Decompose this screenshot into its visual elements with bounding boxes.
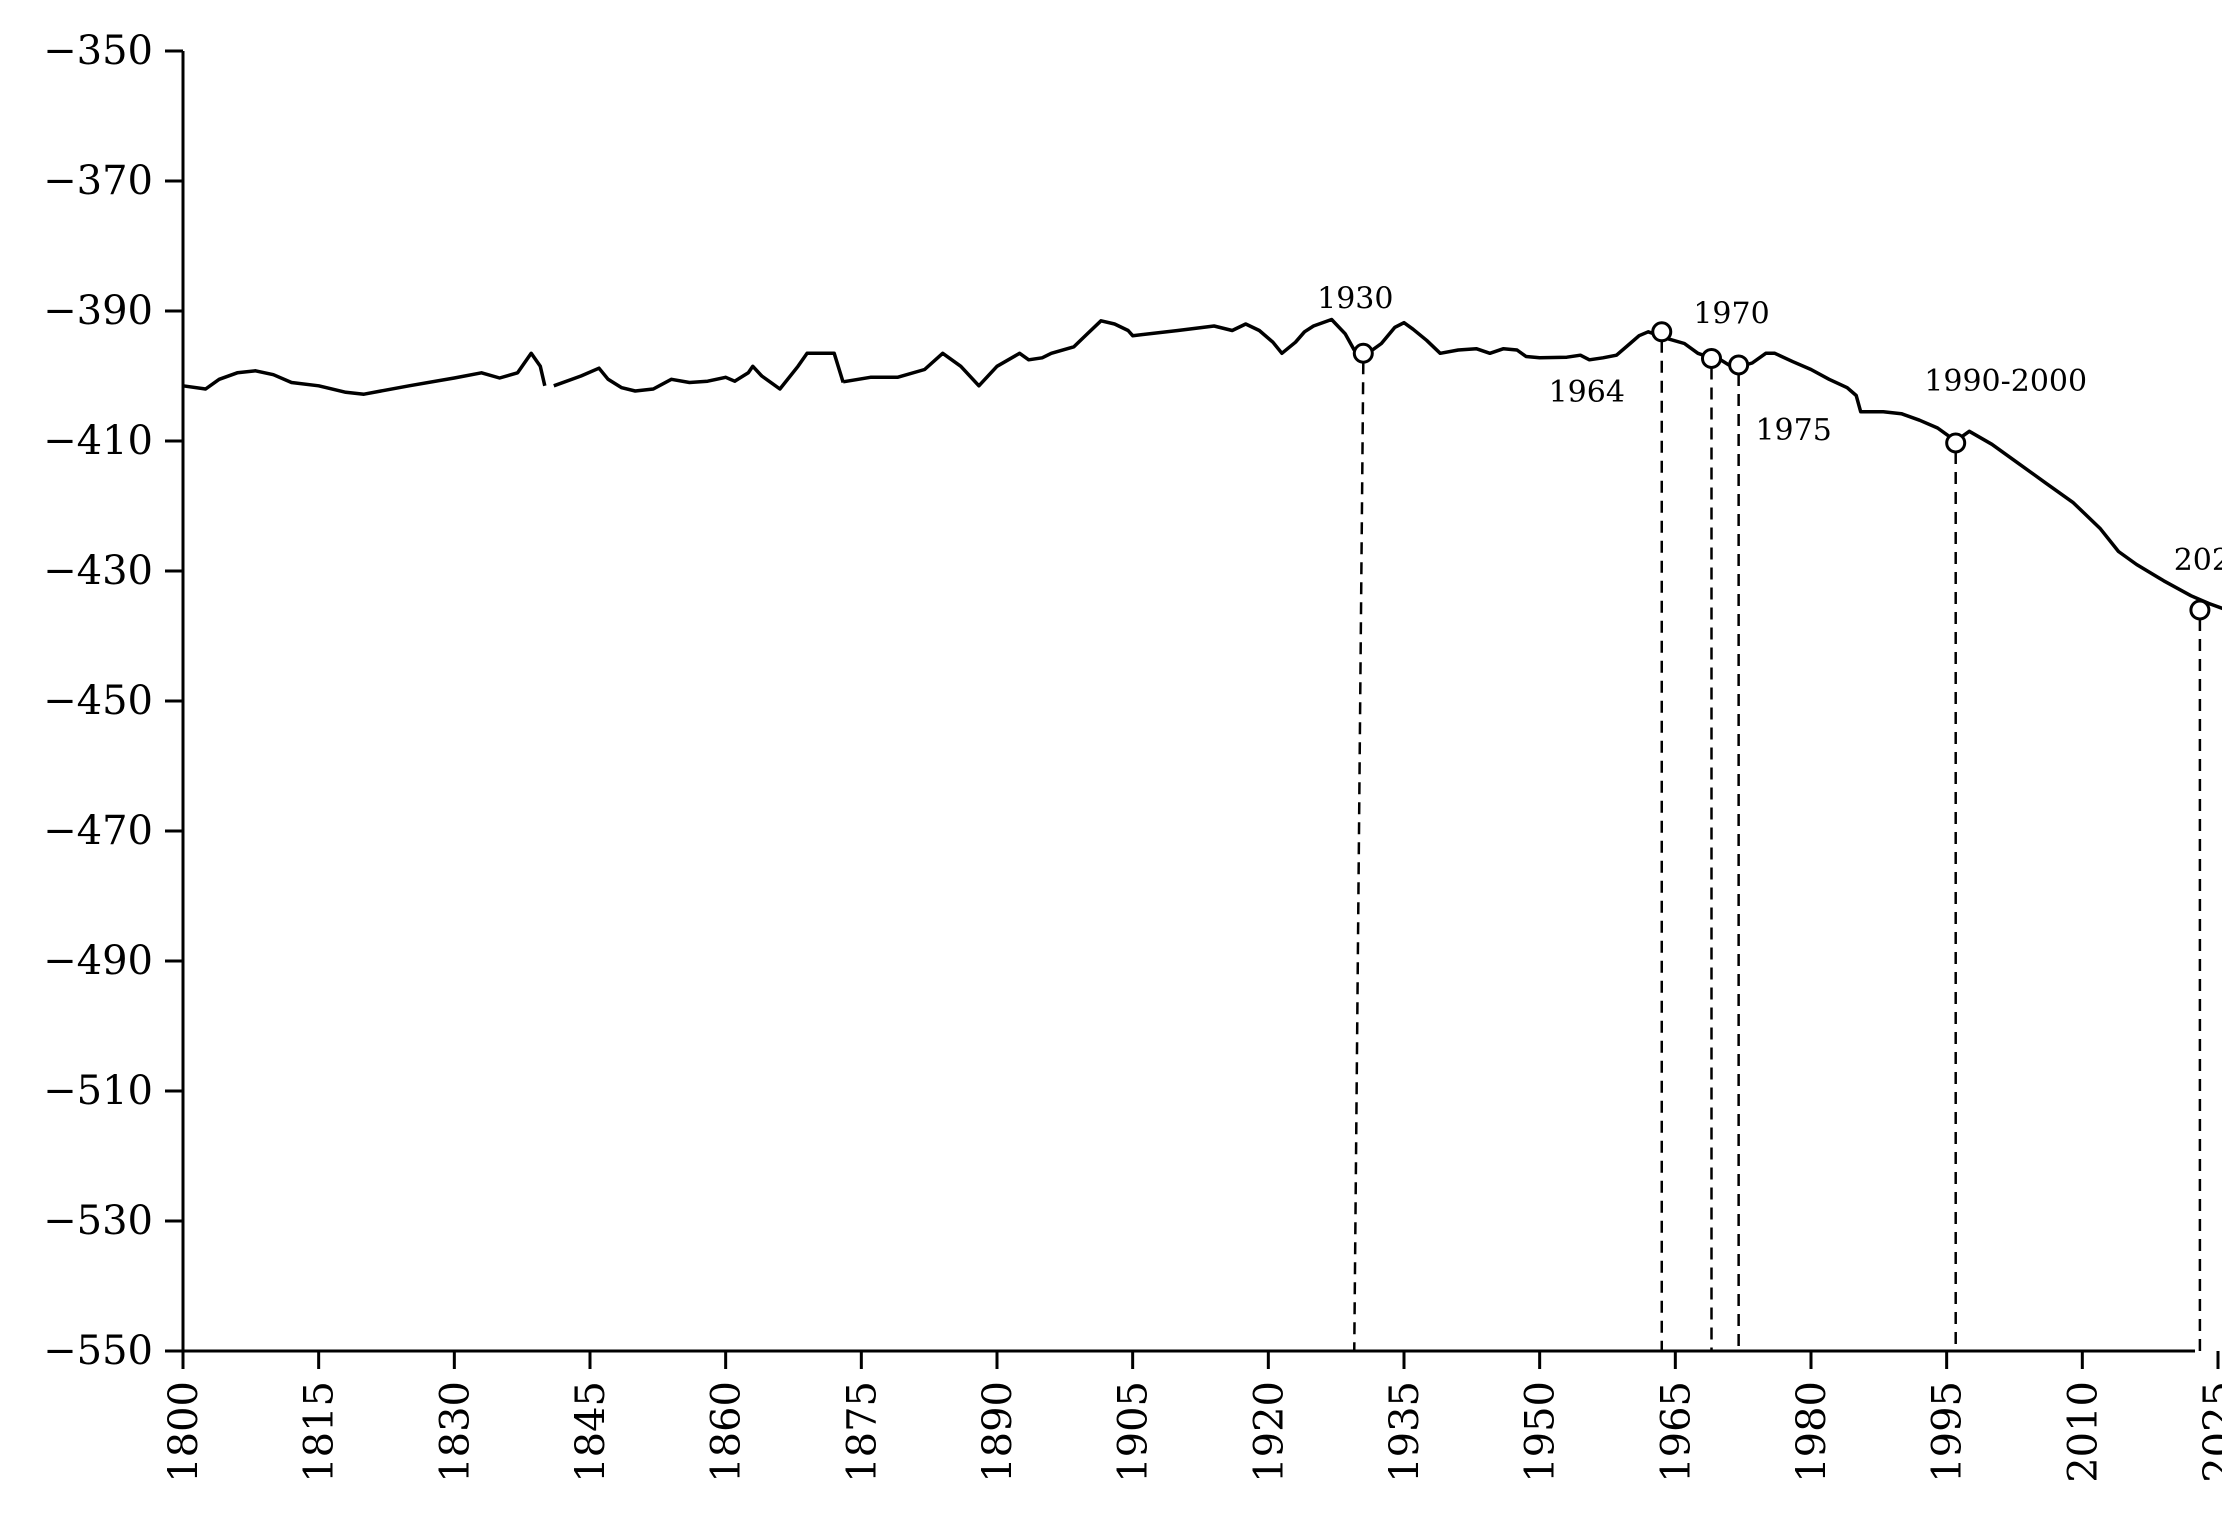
marker-1930	[1352, 342, 1374, 364]
y-tick-label: −450	[43, 678, 153, 724]
series-line-segment-3	[842, 317, 1958, 447]
x-tick-label: 1875	[839, 1381, 885, 1483]
x-tick-label: 1995	[1925, 1381, 1971, 1483]
marker-1964	[1651, 321, 1673, 343]
y-tick-label: −510	[43, 1068, 153, 1114]
x-tick-label: 1905	[1111, 1381, 1157, 1483]
marker-1970	[1701, 347, 1723, 369]
y-axis: −350 −370 −390 −410 −430 −450 −470 −490 −510 −530…	[43, 28, 185, 1374]
x-tick-label: 1800	[161, 1381, 207, 1483]
series-line-segment-4	[1959, 429, 2222, 611]
marker-label-2021: 2021	[2174, 543, 2222, 578]
x-tick-label: 1965	[1653, 1381, 1699, 1483]
annotation-markers: 1930 1964 1970 1975 1990-2000 2021	[1317, 281, 2222, 1352]
marker-1975	[1728, 354, 1750, 376]
x-tick-label: 1815	[297, 1381, 343, 1483]
x-tick-label: 1830	[432, 1381, 478, 1483]
x-axis: 1800 1815 1830 1845 1860 1875 1890 1905 1920 1935…	[161, 1349, 2222, 1483]
x-tick-label: 1950	[1518, 1381, 1564, 1483]
x-tick-label: 1935	[1382, 1381, 1428, 1483]
x-tick-label: 1845	[568, 1381, 614, 1483]
y-tick-label: −470	[43, 808, 153, 854]
y-tick-label: −390	[43, 288, 153, 334]
drop-line-1930	[1352, 362, 1365, 1352]
x-tick-label: 1860	[704, 1381, 750, 1483]
x-tick-label: 1890	[975, 1381, 1021, 1483]
marker-2021	[2189, 599, 2211, 621]
series-lines	[182, 317, 2222, 611]
series-line-segment-2	[553, 351, 845, 393]
x-tick-label: 1920	[1246, 1381, 1292, 1483]
y-tick-label: −550	[43, 1328, 153, 1374]
x-tick-label: 1980	[1789, 1381, 1835, 1483]
marker-label-1975: 1975	[1755, 413, 1831, 448]
y-tick-label: −410	[43, 418, 153, 464]
marker-label-1964: 1964	[1549, 375, 1625, 410]
marker-label-1970: 1970	[1693, 296, 1769, 331]
y-tick-label: −530	[43, 1198, 153, 1244]
series-line-segment-1	[182, 351, 547, 396]
marker-label-1990-2000: 1990-2000	[1924, 364, 2087, 399]
y-tick-label: −350	[43, 28, 153, 74]
marker-1990-2000	[1945, 432, 1967, 454]
marker-label-1930: 1930	[1317, 281, 1393, 316]
y-tick-label: −430	[43, 548, 153, 594]
x-tick-label: 2010	[2060, 1381, 2106, 1483]
y-tick-label: −490	[43, 938, 153, 984]
y-tick-label: −370	[43, 158, 153, 204]
x-tick-label: 2025	[2196, 1381, 2222, 1483]
